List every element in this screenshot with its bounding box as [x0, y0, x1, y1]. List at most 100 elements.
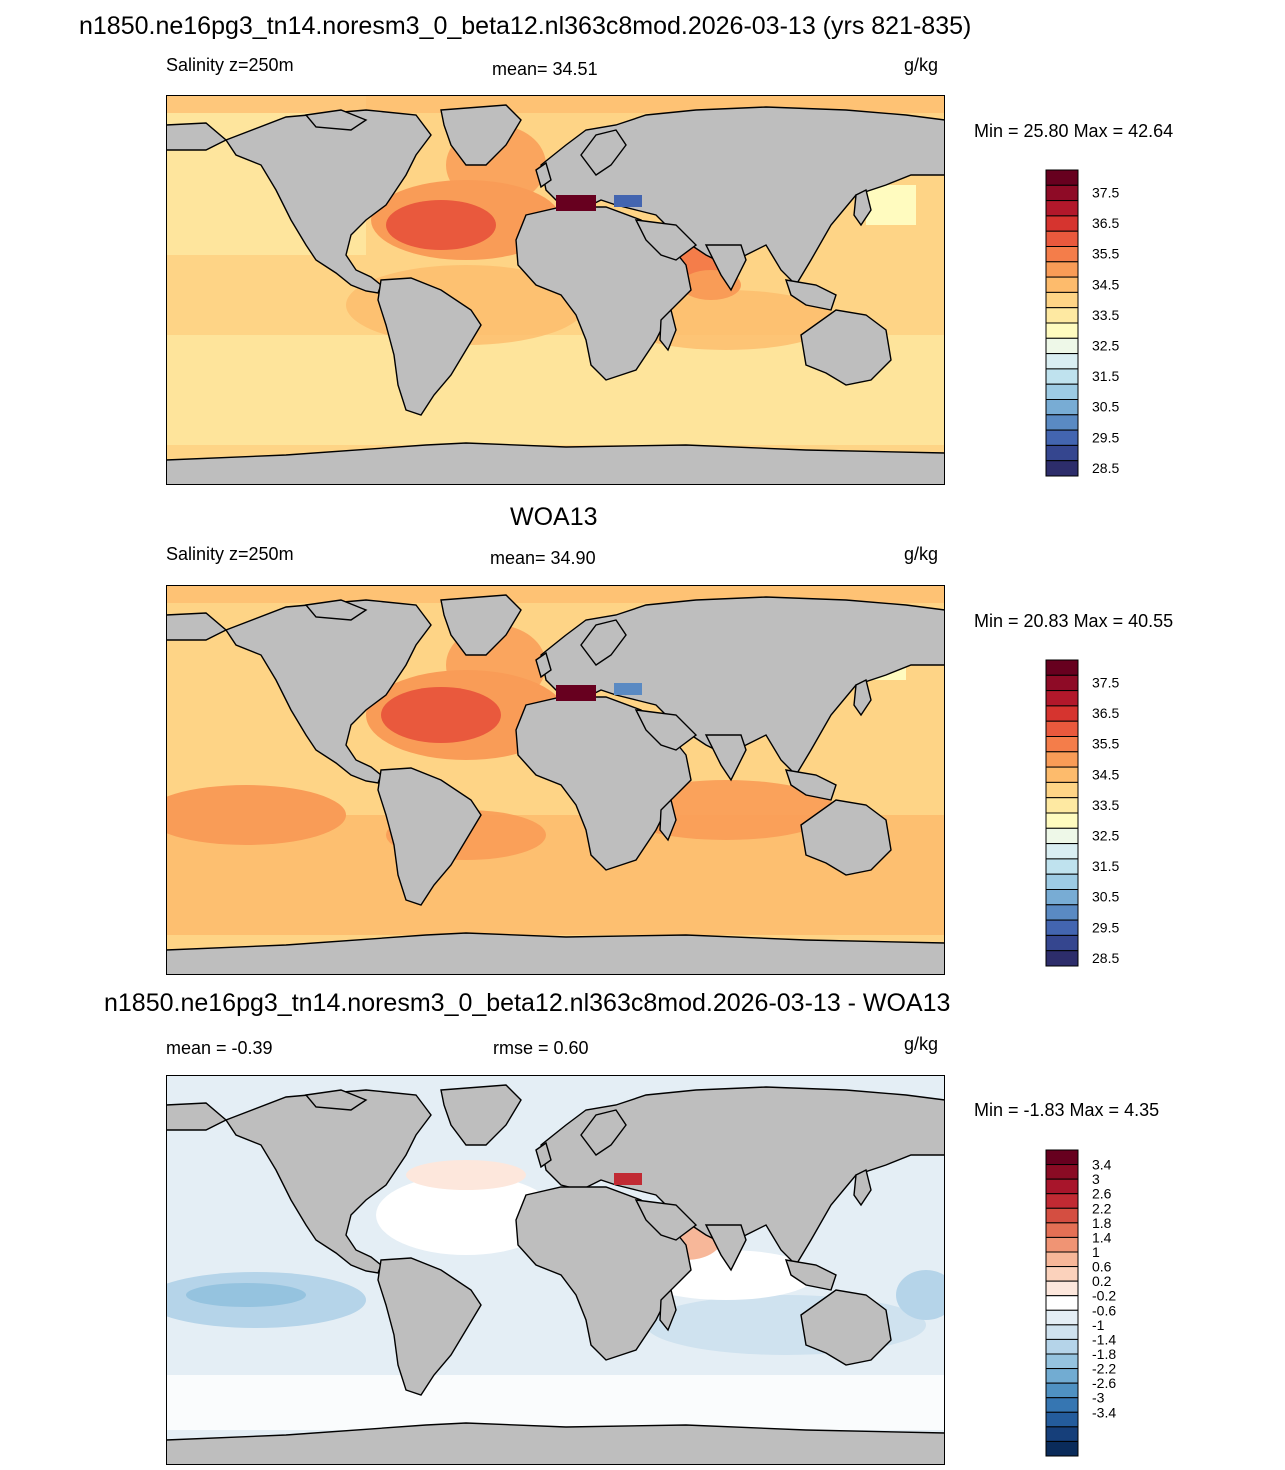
- colorbar-tick-label: 2.6: [1092, 1186, 1112, 1202]
- colorbar-tick-label: 3.4: [1092, 1157, 1112, 1173]
- panel3-mean-label: mean = -0.39: [166, 1038, 273, 1058]
- colorbar-swatch: [1045, 322, 1079, 339]
- colorbar-swatch: [1045, 1338, 1079, 1355]
- colorbar-tick-label: -1.8: [1092, 1346, 1116, 1362]
- colorbar-swatch: [1045, 444, 1079, 462]
- panel3-units: g/kg: [904, 1034, 939, 1054]
- colorbar-swatch: [1045, 950, 1079, 967]
- colorbar-model: 37.5 36.5 35.5 34.5 33.5 32.5 31.5 30.5 29.5 28.5: [1045, 169, 1119, 477]
- colorbar-swatch: [1045, 307, 1079, 324]
- colorbar-swatch: [1045, 429, 1079, 446]
- colorbar-tick-label: 30.5: [1092, 399, 1119, 415]
- colorbar-swatch: [1045, 169, 1079, 186]
- panel3-heading: n1850.ne16pg3_tn14.noresm3_0_beta12.nl36…: [104, 989, 951, 1017]
- colorbar-tick-label: 36.5: [1092, 705, 1119, 721]
- colorbar-tick-label: 35.5: [1092, 736, 1119, 752]
- colorbar-swatch: [1045, 858, 1079, 875]
- colorbar-swatch: [1045, 812, 1079, 829]
- colorbar-swatch: [1045, 337, 1079, 355]
- panel3-minmax: Min = -1.83 Max = 4.35: [974, 1100, 1160, 1120]
- colorbar-tick-label: 28.5: [1092, 950, 1119, 966]
- colorbar-tick-label: 31.5: [1092, 858, 1119, 874]
- salinity-map-woa13: [166, 585, 945, 975]
- colorbar-swatch: [1045, 797, 1079, 814]
- colorbar-tick-label: -1.4: [1092, 1331, 1116, 1347]
- panel2-minmax: Min = 20.83 Max = 40.55: [974, 611, 1174, 631]
- colorbar-swatch: [1045, 1236, 1079, 1253]
- colorbar-swatch: [1045, 1149, 1079, 1166]
- colorbar-swatch: [1045, 720, 1079, 738]
- colorbar-swatch: [1045, 368, 1079, 385]
- colorbar-swatch: [1045, 919, 1079, 936]
- colorbar-tick-label: 0.6: [1092, 1259, 1112, 1275]
- colorbar-swatch: [1045, 1280, 1079, 1297]
- colorbar-swatch: [1045, 781, 1079, 799]
- colorbar-swatch: [1045, 934, 1079, 952]
- colorbar-tick-label: 33.5: [1092, 307, 1119, 323]
- panel1-mean-label: mean= 34.51: [492, 59, 598, 79]
- colorbar-swatch: [1045, 383, 1079, 400]
- colorbar-tick-label: 2.2: [1092, 1200, 1112, 1216]
- colorbar-tick-label: 37.5: [1092, 675, 1119, 691]
- colorbar-swatch: [1045, 1382, 1079, 1399]
- colorbar-swatch: [1045, 230, 1079, 248]
- colorbar-swatch: [1045, 674, 1079, 692]
- colorbar-swatch: [1045, 1222, 1079, 1238]
- colorbar-tick-label: 28.5: [1092, 460, 1119, 476]
- colorbar-swatch: [1045, 353, 1079, 370]
- colorbar-tick-label: -1: [1092, 1317, 1105, 1333]
- colorbar-woa13: 37.5 36.5 35.5 34.5 33.5 32.5 31.5 30.5 29.5 28.5: [1045, 659, 1119, 967]
- colorbar-swatch: [1045, 200, 1079, 217]
- colorbar-swatch: [1045, 1324, 1079, 1340]
- colorbar-swatch: [1045, 215, 1079, 232]
- colorbar-swatch: [1045, 1353, 1079, 1370]
- colorbar-tick-label: 35.5: [1092, 246, 1119, 262]
- colorbar-swatch: [1045, 827, 1079, 845]
- colorbar-swatch: [1045, 705, 1079, 722]
- colorbar-swatch: [1045, 1193, 1079, 1209]
- colorbar-swatch: [1045, 766, 1079, 783]
- salinity-difference-map: [166, 1075, 945, 1465]
- colorbar-swatch: [1045, 873, 1079, 890]
- colorbar-tick-label: -2.6: [1092, 1375, 1116, 1391]
- colorbar-tick-label: 37.5: [1092, 185, 1119, 201]
- colorbar-swatch: [1045, 184, 1079, 202]
- panel1-left-label: Salinity z=250m: [166, 55, 294, 75]
- main-title: n1850.ne16pg3_tn14.noresm3_0_beta12.nl36…: [79, 12, 972, 40]
- colorbar-swatch: [1045, 1426, 1079, 1442]
- colorbar-tick-label: 29.5: [1092, 429, 1119, 445]
- colorbar-tick-label: 32.5: [1092, 338, 1119, 354]
- colorbar-tick-label: 3: [1092, 1171, 1100, 1187]
- panel1-units: g/kg: [904, 55, 939, 75]
- colorbar-tick-label: 1: [1092, 1244, 1100, 1260]
- colorbar-swatch: [1045, 261, 1079, 278]
- colorbar-swatch: [1045, 1266, 1079, 1282]
- colorbar-tick-label: 0.2: [1092, 1273, 1112, 1289]
- colorbar-swatch: [1045, 904, 1079, 921]
- colorbar-tick-label: 29.5: [1092, 919, 1119, 935]
- colorbar-swatch: [1045, 889, 1079, 906]
- colorbar-swatch: [1045, 1178, 1079, 1195]
- panel1-minmax: Min = 25.80 Max = 42.64: [974, 121, 1174, 141]
- colorbar-swatch: [1045, 1411, 1079, 1428]
- colorbar-swatch: [1045, 1440, 1079, 1457]
- colorbar-swatch: [1045, 736, 1079, 753]
- colorbar-tick-label: 31.5: [1092, 368, 1119, 384]
- colorbar-tick-label: 32.5: [1092, 828, 1119, 844]
- colorbar-swatch: [1045, 1207, 1079, 1224]
- salinity-map-model: [166, 95, 945, 485]
- colorbar-tick-label: 1.8: [1092, 1215, 1112, 1231]
- panel3-rmse-label: rmse = 0.60: [493, 1038, 589, 1058]
- colorbar-tick-label: -3.4: [1092, 1404, 1116, 1420]
- colorbar-swatch: [1045, 1295, 1079, 1311]
- panel2-heading: WOA13: [510, 503, 598, 531]
- colorbar-swatch: [1045, 1397, 1079, 1413]
- colorbar-swatch: [1045, 659, 1079, 676]
- colorbar-tick-label: 34.5: [1092, 276, 1119, 292]
- panel2-units: g/kg: [904, 544, 939, 564]
- colorbar-tick-label: -3: [1092, 1390, 1105, 1406]
- colorbar-swatch: [1045, 690, 1079, 707]
- colorbar-tick-label: 34.5: [1092, 766, 1119, 782]
- panel2-mean-label: mean= 34.90: [490, 548, 596, 568]
- colorbar-swatch: [1045, 1164, 1079, 1180]
